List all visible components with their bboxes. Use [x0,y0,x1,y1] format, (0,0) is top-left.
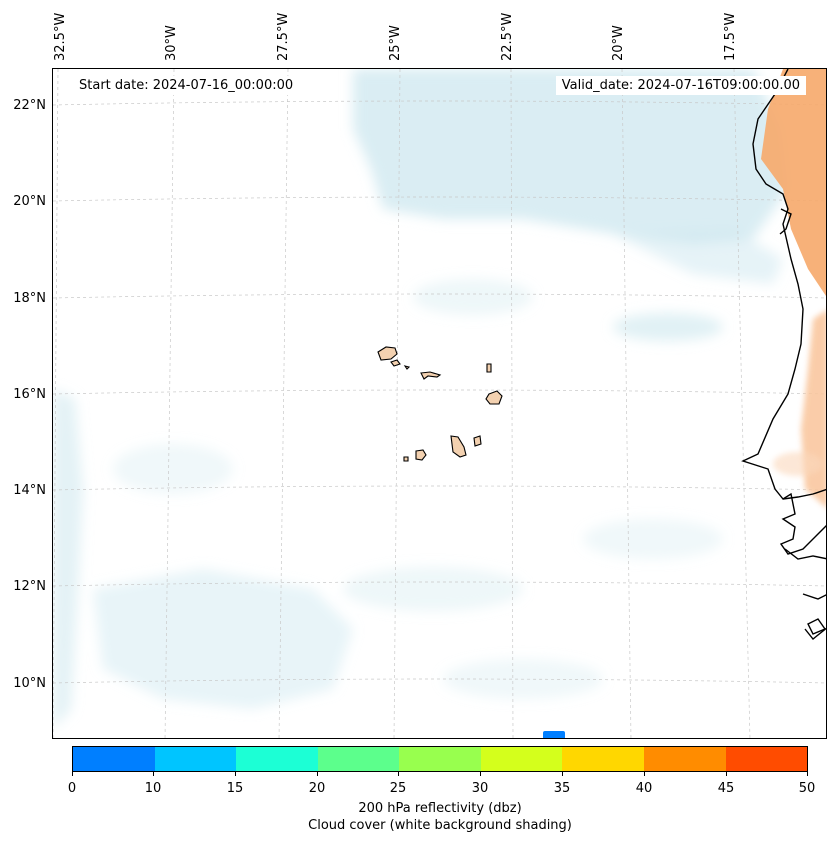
coastline-gambia-river [782,488,826,500]
gridline-lon-30w [164,69,175,738]
reflectivity-layer [543,69,826,738]
island-santo-antao [377,346,398,361]
colorbar-label-reflectivity: 200 hPa reflectivity (dbz) [358,801,522,816]
colorbar-segment-6 [480,747,563,771]
lat-label-22n: 22°N [13,98,46,113]
island-santiago [450,435,467,458]
colorbar-segment-2 [154,747,237,771]
cloud-band-northeast [613,229,783,284]
lat-label-10n: 10°N [13,676,46,691]
start-date-label: Start date: 2024-07-16_00:00:00 [73,76,300,95]
colorbar-segment-3 [236,747,318,771]
colorbar-tick-0: 0 [67,781,77,796]
cloud-cover-layer [53,69,788,729]
colorbar-tickmark-10 [153,772,154,776]
coastline-mainland [741,69,826,555]
colorbar-tickmark-20 [317,772,318,776]
colorbar-segment-1 [73,747,155,771]
cloud-patch-southeast [583,519,723,559]
colorbar-tick-20: 20 [308,781,326,796]
lon-label-30w: 30°W [164,25,179,61]
gridline-lon-17-5w [733,69,751,738]
colorbar-tick-45: 45 [717,781,735,796]
colorbar-tick-40: 40 [635,781,653,796]
reflectivity-colorbar [72,746,808,772]
lon-label-20w: 20°W [611,25,626,61]
colorbar-tick-30: 30 [471,781,489,796]
cloud-patch-east [613,313,723,341]
lon-label-17-5w: 17.5°W [723,12,738,61]
cloud-field-southwest [93,569,353,709]
lat-label-16n: 16°N [13,387,46,402]
island-santa-luzia [403,365,411,370]
island-brava [403,456,409,462]
coastline-bijagos-1 [784,548,826,560]
coastline-estuary-north [779,208,792,235]
lat-label-18n: 18°N [13,291,46,306]
lon-label-22-5w: 22.5°W [500,12,515,61]
colorbar-tick-25: 25 [389,781,407,796]
reflectivity-area-south [773,452,823,476]
island-sal [486,363,492,373]
map-panel[interactable]: Start date: 2024-07-16_00:00:00 Valid_da… [52,68,827,739]
cloud-patch-mid-west [113,444,233,494]
colorbar-tickmark-45 [726,772,727,776]
lat-label-12n: 12°N [13,579,46,594]
coastline-bijagos-4 [804,627,826,640]
island-maio [473,435,482,447]
colorbar-tickmark-15 [235,772,236,776]
colorbar-tickmark-25 [398,772,399,776]
island-sao-nicolau [420,371,442,380]
island-fogo [415,449,427,461]
colorbar-segment-4 [317,747,400,771]
gridline-lon-22-5w [510,69,514,738]
colorbar-tickmark-35 [562,772,563,776]
coastline-bijagos-2 [802,593,826,600]
cloud-band-north [353,69,788,244]
lon-label-27-5w: 27.5°W [276,12,291,61]
lat-label-20n: 20°N [13,194,46,209]
colorbar-tick-10: 10 [144,781,162,796]
lat-label-14n: 14°N [13,483,46,498]
cabo-verde-islands [377,346,503,462]
colorbar-tick-50: 50 [798,781,816,796]
cloud-patch-south-central [343,567,523,611]
colorbar-tick-35: 35 [553,781,571,796]
map-canvas [53,69,826,738]
colorbar-tickmark-30 [480,772,481,776]
colorbar-segment-8 [643,747,726,771]
cloud-patch-central [413,279,533,315]
colorbar-tick-15: 15 [226,781,244,796]
gridline-lon-27-5w [278,69,289,738]
reflectivity-area-mid [801,310,826,508]
colorbar-segment-9 [725,747,808,771]
gridline-lon-20w [621,69,632,738]
colorbar-label-cloud-cover: Cloud cover (white background shading) [308,818,572,833]
colorbar-segment-7 [562,747,644,771]
colorbar-tickmark-40 [644,772,645,776]
lon-label-32-5w: 32.5°W [53,12,68,61]
gridline-lon-32-5w [53,69,59,738]
gridlines [53,69,826,738]
colorbar-tickmark-50 [807,772,808,776]
colorbar-tickmark-0 [72,772,73,776]
colorbar-segment-5 [399,747,481,771]
island-sao-vicente [390,359,401,367]
coastline-africa [741,69,826,640]
gridline-lat-16n [53,389,826,395]
gridline-lon-25w [393,69,401,738]
reflectivity-area-north [761,69,826,296]
valid-date-label: Valid_date: 2024-07-16T09:00:00.00 [555,76,806,95]
lon-label-25w: 25°W [388,25,403,61]
cloud-strip-west [53,389,83,729]
reflectivity-blob-bottom [543,731,565,738]
island-boa-vista [485,390,503,405]
